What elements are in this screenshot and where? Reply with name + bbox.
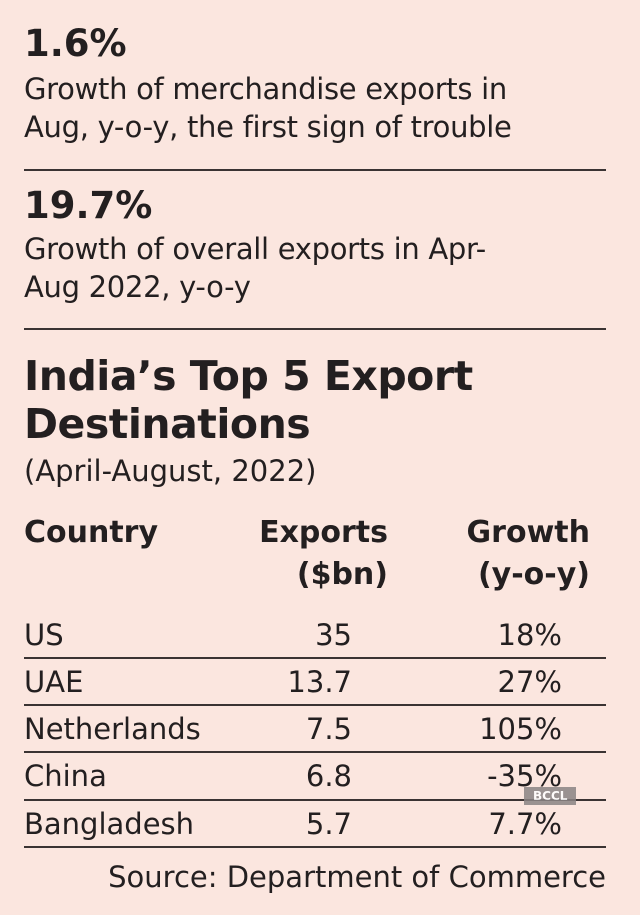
description-line: Aug 2022, y-o-y [24, 270, 251, 304]
cell-exports: 13.7 [287, 665, 352, 699]
header-line: ($bn) [296, 557, 388, 592]
row-divider [24, 846, 606, 848]
cell-country: China [24, 759, 107, 793]
cell-country: US [24, 618, 64, 652]
stat-value-overall: 19.7% [24, 184, 153, 227]
description-line: Aug, y-o-y, the first sign of trouble [24, 110, 512, 144]
row-divider [24, 657, 606, 659]
row-divider [24, 704, 606, 706]
table-row: Netherlands 7.5 105% [0, 706, 640, 753]
cell-exports: 6.8 [305, 759, 352, 793]
cell-exports: 5.7 [305, 807, 352, 841]
table-subtitle: (April-August, 2022) [24, 454, 317, 488]
header-country: Country [24, 515, 159, 550]
divider [24, 169, 606, 171]
cell-growth: 27% [497, 665, 562, 699]
cell-growth: 7.7% [488, 807, 562, 841]
table-row: Bangladesh 5.7 7.7% [0, 801, 640, 848]
cell-growth: 18% [497, 618, 562, 652]
cell-exports: 7.5 [305, 712, 352, 746]
table-title: India’s Top 5 Export Destinations [24, 352, 473, 448]
stat-value-merchandise: 1.6% [24, 22, 127, 65]
description-line: Growth of overall exports in Apr- [24, 232, 486, 266]
cell-country: UAE [24, 665, 84, 699]
cell-country: Bangladesh [24, 807, 195, 841]
title-line: Destinations [24, 400, 311, 448]
title-line: India’s Top 5 Export [24, 352, 473, 400]
header-line: Exports [259, 515, 388, 550]
cell-country: Netherlands [24, 712, 201, 746]
cell-exports: 35 [315, 618, 352, 652]
divider [24, 328, 606, 330]
header-line: (y-o-y) [477, 557, 590, 592]
stat-description-merchandise: Growth of merchandise exports in Aug, y-… [24, 70, 624, 146]
table-row: US 35 18% [0, 612, 640, 659]
row-divider [24, 751, 606, 753]
cell-growth: 105% [479, 712, 562, 746]
header-line: Growth [466, 515, 590, 550]
table-row: UAE 13.7 27% [0, 659, 640, 706]
watermark: BCCL [524, 787, 577, 805]
header-growth: Growth (y-o-y) [467, 512, 590, 596]
header-exports: Exports ($bn) [259, 512, 388, 596]
description-line: Growth of merchandise exports in [24, 72, 507, 106]
source-note: Source: Department of Commerce [108, 860, 606, 894]
stat-description-overall: Growth of overall exports in Apr- Aug 20… [24, 230, 624, 306]
row-divider [24, 799, 606, 801]
